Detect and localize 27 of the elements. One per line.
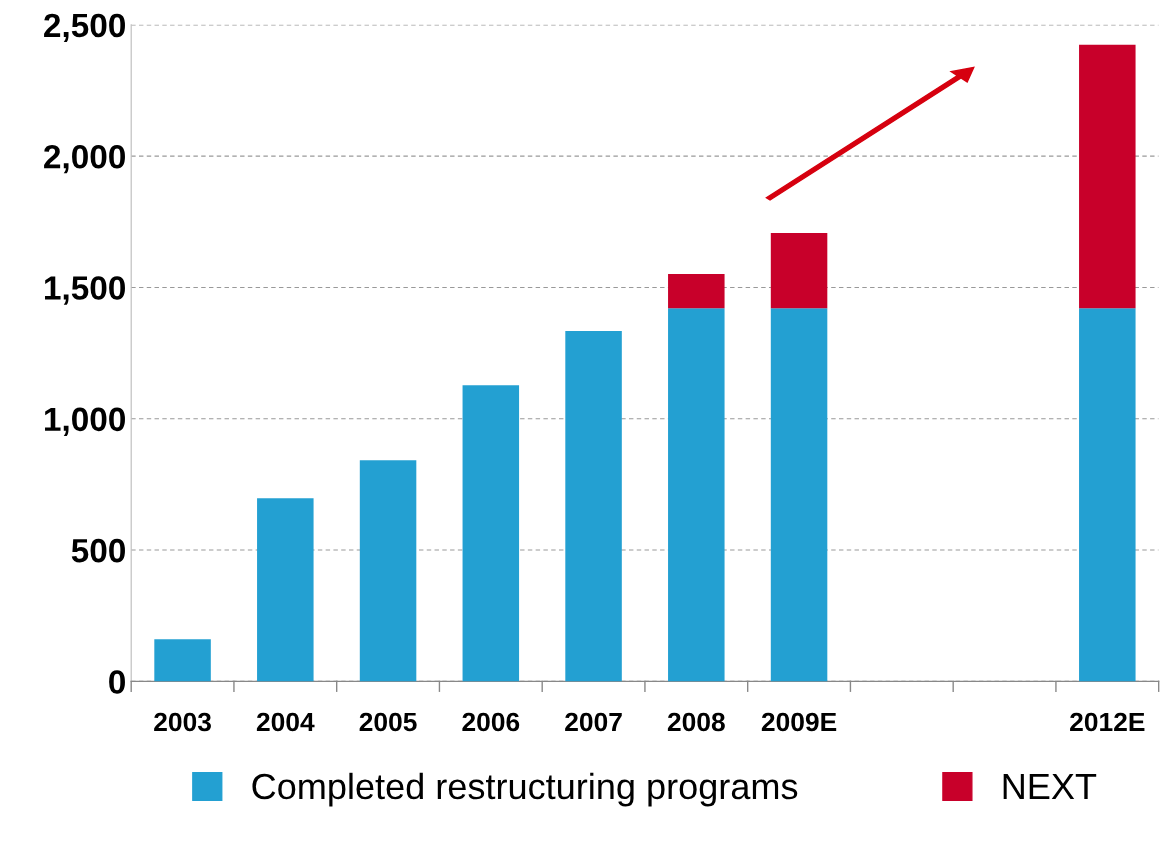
bar — [565, 331, 622, 682]
bar — [770, 308, 828, 682]
x-tick-label: 2005 — [359, 712, 417, 732]
x-tick-label: 2003 — [154, 712, 211, 732]
legend-label: Completed restructuring programs — [252, 772, 798, 807]
x-tick-label: 2008 — [667, 712, 725, 732]
bar — [154, 639, 211, 682]
x-tick-label: 2012E — [1070, 712, 1145, 732]
x-tick-label: 2007 — [565, 712, 622, 732]
bar — [359, 460, 417, 682]
y-tick-label: 500 — [71, 538, 125, 563]
bar — [1079, 308, 1136, 682]
y-tick-label: 1,000 — [45, 407, 125, 436]
x-tick-label: 2009E — [761, 712, 837, 732]
y-tick-label: 1,500 — [45, 276, 125, 305]
x-tick-label: 2006 — [462, 712, 520, 732]
legend-label: NEXT — [1003, 774, 1097, 799]
bar — [668, 274, 725, 309]
y-tick-label: 0 — [109, 670, 125, 694]
bar — [770, 233, 828, 309]
bar — [1079, 44, 1136, 309]
y-tick-label: 2,000 — [44, 144, 125, 174]
y-tick-label: 2,500 — [44, 13, 125, 43]
bar — [257, 498, 314, 682]
bar — [462, 385, 520, 682]
x-tick-label: 2004 — [256, 712, 315, 732]
bar — [668, 308, 725, 682]
